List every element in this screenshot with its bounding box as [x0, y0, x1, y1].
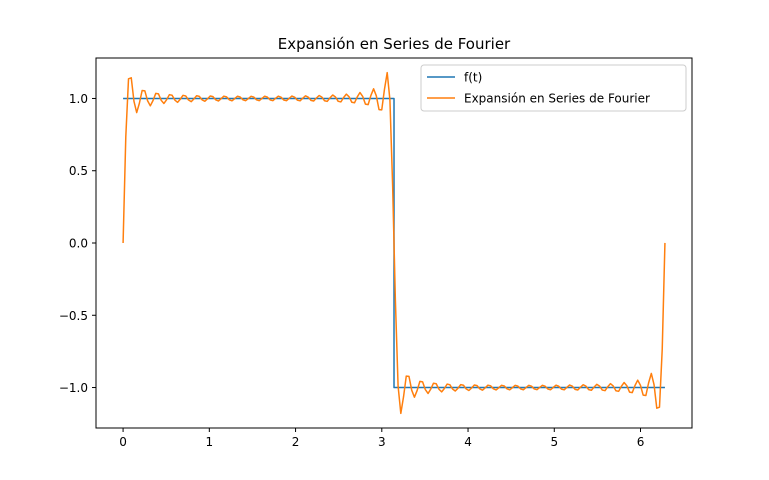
legend-label-f: f(t): [464, 71, 482, 85]
series-line-fourier: [122, 71, 666, 415]
chart-title: Expansión en Series de Fourier: [278, 35, 511, 53]
legend-label-fourier: Expansión en Series de Fourier: [464, 92, 650, 106]
x-tick-label: 1: [205, 435, 213, 449]
legend-box: [420, 64, 687, 112]
x-tick-label: 6: [637, 435, 645, 449]
y-tick-label: 0.0: [69, 237, 88, 251]
x-tick-label: 3: [378, 435, 386, 449]
x-tick-label: 2: [292, 435, 300, 449]
x-tick-label: 5: [550, 435, 558, 449]
series-layer: [122, 71, 666, 415]
y-tick-label: −1.0: [59, 381, 88, 395]
y-tick-label: −0.5: [59, 309, 88, 323]
y-tick-label: 0.5: [69, 164, 88, 178]
y-axis: −1.0 −0.5 0.0 0.5 1.0: [59, 92, 96, 395]
x-axis: 0 1 2 3 4 5 6: [119, 428, 644, 449]
legend: f(t) Expansión en Series de Fourier: [420, 64, 687, 112]
x-tick-label: 4: [464, 435, 472, 449]
x-tick-label: 0: [119, 435, 127, 449]
y-tick-label: 1.0: [69, 92, 88, 106]
